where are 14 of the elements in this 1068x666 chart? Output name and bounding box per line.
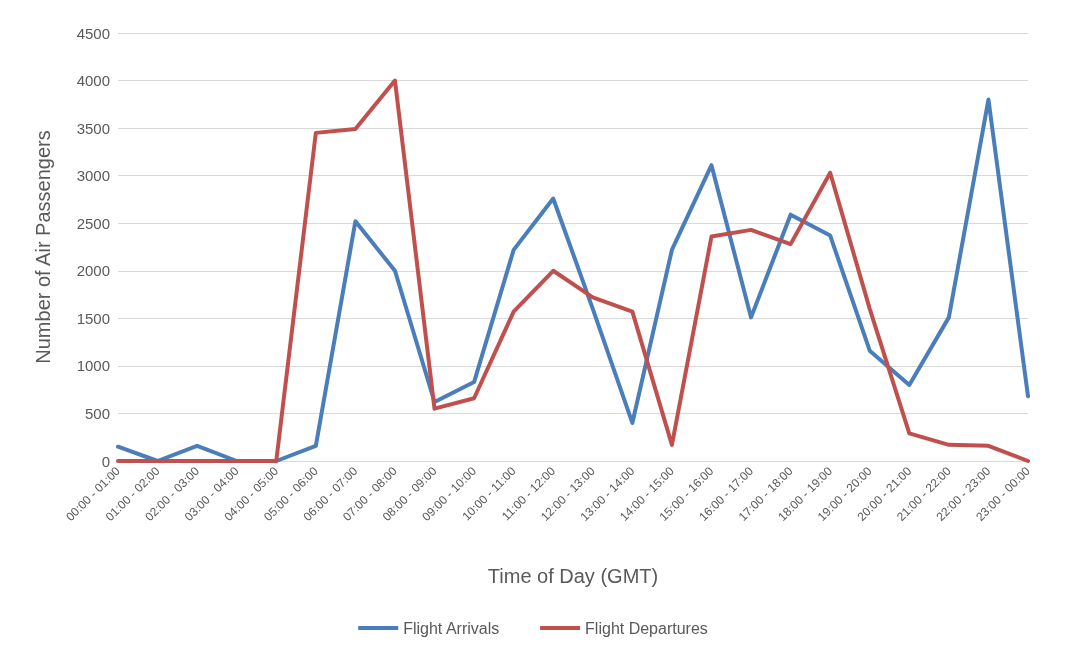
y-tick-label: 2000 [76,262,110,280]
legend-label: Flight Arrivals [403,619,500,637]
y-tick-label: 1000 [76,357,110,375]
y-tick-label: 0 [101,452,110,470]
y-tick-label: 4000 [76,72,110,90]
x-axis-title: Time of Day (GMT) [487,565,659,587]
y-tick-label: 4500 [76,24,110,42]
y-tick-label: 2500 [76,214,110,232]
y-tick-label: 1500 [76,309,110,327]
y-tick-label: 3000 [76,167,110,185]
y-tick-label: 3500 [76,119,110,137]
legend-label: Flight Departures [585,619,708,637]
y-axis-title: Number of Air Passengers [32,130,54,364]
y-tick-label: 500 [84,404,110,422]
